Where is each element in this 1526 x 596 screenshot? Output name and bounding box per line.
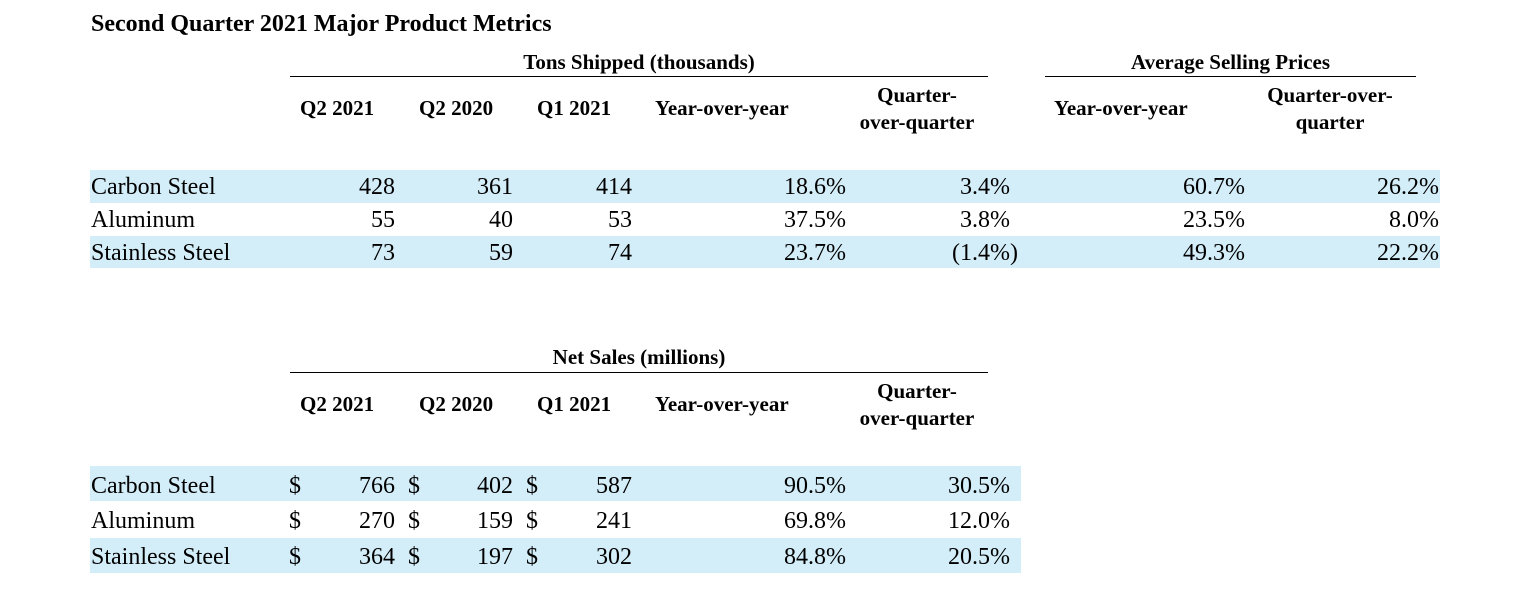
netsales-cell-q2-2021: 270 — [359, 508, 395, 534]
tons-col-qoq-line2: over-quarter — [859, 110, 975, 134]
netsales-cell-qoq: 20.5% — [948, 544, 1010, 570]
netsales-group-header: Net Sales (millions) — [552, 345, 726, 369]
currency-symbol: $ — [408, 473, 420, 499]
netsales-header-rule — [290, 372, 988, 373]
tons-group-header: Tons Shipped (thousands) — [523, 50, 755, 74]
row-band — [90, 538, 1021, 573]
netsales-cell-q1-2021: 241 — [596, 508, 632, 534]
netsales-row-label: Carbon Steel — [91, 473, 216, 499]
asp-header-rule — [1045, 76, 1416, 77]
netsales-cell-qoq: 12.0% — [948, 508, 1010, 534]
tons-row-label: Carbon Steel — [91, 174, 216, 200]
netsales-cell-q2-2021: 364 — [359, 544, 395, 570]
netsales-cell-qoq: 30.5% — [948, 473, 1010, 499]
tons-cell-qoq: 3.4% — [960, 174, 1010, 200]
netsales-col-q2-2020: Q2 2020 — [419, 392, 494, 416]
asp-cell-yoy: 23.5% — [1183, 207, 1245, 233]
asp-cell-yoy: 49.3% — [1183, 240, 1245, 266]
netsales-row-label: Stainless Steel — [91, 544, 231, 570]
netsales-cell-q2-2020: 197 — [477, 544, 513, 570]
tons-col-qoq-line1: Quarter- — [877, 83, 957, 107]
asp-col-yoy: Year-over-year — [1054, 96, 1188, 120]
asp-cell-qoq: 8.0% — [1389, 207, 1439, 233]
netsales-row-label: Aluminum — [91, 508, 196, 534]
page-title: Second Quarter 2021 Major Product Metric… — [91, 11, 552, 37]
asp-cell-qoq: 22.2% — [1377, 240, 1439, 266]
tons-col-q2-2020: Q2 2020 — [419, 96, 494, 120]
tons-cell-q1-2021: 53 — [608, 207, 632, 233]
row-band — [90, 466, 1021, 501]
netsales-col-q2-2021: Q2 2021 — [300, 392, 375, 416]
netsales-col-qoq-line2: over-quarter — [859, 406, 975, 430]
tons-row-label: Stainless Steel — [91, 240, 231, 266]
tons-cell-q2-2020: 361 — [477, 174, 513, 200]
tons-row-label: Aluminum — [91, 207, 196, 233]
asp-col-qoq-line1: Quarter-over- — [1267, 83, 1393, 107]
currency-symbol: $ — [289, 473, 301, 499]
currency-symbol: $ — [408, 544, 420, 570]
netsales-cell-q1-2021: 302 — [596, 544, 632, 570]
currency-symbol: $ — [526, 544, 538, 570]
netsales-cell-yoy: 84.8% — [784, 544, 846, 570]
netsales-cell-yoy: 69.8% — [784, 508, 846, 534]
row-band — [90, 170, 1440, 203]
currency-symbol: $ — [408, 508, 420, 534]
currency-symbol: $ — [526, 508, 538, 534]
netsales-col-qoq-line1: Quarter- — [877, 379, 957, 403]
tons-cell-yoy: 37.5% — [784, 207, 846, 233]
netsales-cell-yoy: 90.5% — [784, 473, 846, 499]
currency-symbol: $ — [289, 544, 301, 570]
tons-header-rule — [290, 76, 988, 77]
netsales-cell-q2-2020: 402 — [477, 473, 513, 499]
netsales-col-yoy: Year-over-year — [655, 392, 789, 416]
tons-col-q1-2021: Q1 2021 — [537, 96, 612, 120]
tons-cell-q1-2021: 74 — [608, 240, 632, 266]
asp-cell-qoq: 26.2% — [1377, 174, 1439, 200]
tons-cell-q2-2021: 55 — [371, 207, 395, 233]
row-band — [90, 236, 1440, 268]
asp-col-qoq-line2: quarter — [1295, 110, 1365, 134]
tons-cell-qoq: (1.4%) — [952, 240, 1018, 266]
tons-cell-yoy: 23.7% — [784, 240, 846, 266]
asp-cell-yoy: 60.7% — [1183, 174, 1245, 200]
tons-cell-yoy: 18.6% — [784, 174, 846, 200]
tons-col-yoy: Year-over-year — [655, 96, 789, 120]
tons-col-q2-2021: Q2 2021 — [300, 96, 375, 120]
tons-cell-qoq: 3.8% — [960, 207, 1010, 233]
netsales-cell-q2-2020: 159 — [477, 508, 513, 534]
netsales-cell-q1-2021: 587 — [596, 473, 632, 499]
netsales-col-q1-2021: Q1 2021 — [537, 392, 612, 416]
tons-cell-q1-2021: 414 — [596, 174, 632, 200]
tons-cell-q2-2020: 59 — [489, 240, 513, 266]
currency-symbol: $ — [526, 473, 538, 499]
netsales-cell-q2-2021: 766 — [359, 473, 395, 499]
tons-cell-q2-2021: 73 — [371, 240, 395, 266]
asp-group-header: Average Selling Prices — [1130, 50, 1331, 74]
currency-symbol: $ — [289, 508, 301, 534]
tons-cell-q2-2021: 428 — [359, 174, 395, 200]
tons-cell-q2-2020: 40 — [489, 207, 513, 233]
